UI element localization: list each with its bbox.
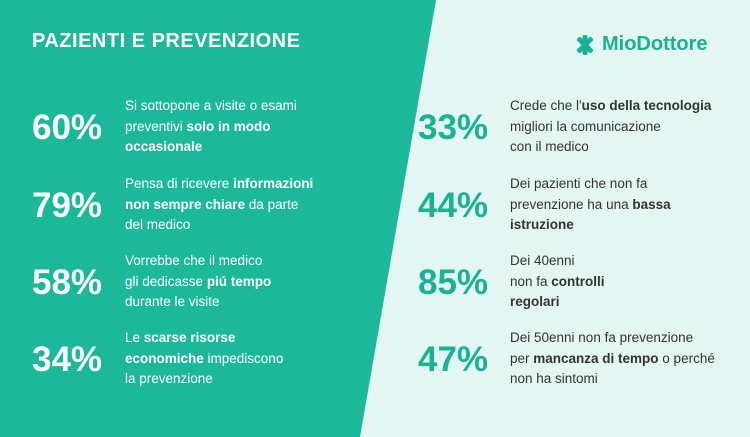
bold-text: mancanza di tempo [533,350,659,366]
text: Vorrebbe che il medico [125,253,263,268]
text: Crede che l' [510,98,582,113]
text: preventivi [125,118,187,134]
stat-value: 47% [418,340,489,379]
text: durante le visite [125,294,220,309]
bold-text: solo in modo [186,118,271,134]
bold-text: occasionale [125,139,203,154]
stat-value: 79% [32,186,103,225]
text-line: regolari [510,292,605,313]
text-line: Pensa di ricevere informazioni [125,174,313,195]
text-line: Dei 40enni [510,251,605,272]
bold-text: piú tempo [206,273,272,289]
title: PAZIENTI E PREVENZIONE [32,30,301,52]
text: del medico [125,217,191,232]
stat-description: Pensa di ricevere informazioni non sempre… [125,174,313,236]
text-line: Le scarse risorse [125,328,283,349]
text-line: non fa controlli [510,272,605,293]
text-line: la prevenzione [125,369,283,390]
bold-text: scarse risorse [143,330,236,345]
stat-value: 33% [418,108,489,147]
stat-description: Crede che l'uso della tecnologia migliori… [510,96,711,158]
stat-description: Vorrebbe che il medico gli dedicasse piú … [125,251,271,313]
text-line: Si sottopone a visite o esami [125,96,297,117]
brand-icon [576,35,594,55]
text-line: migliori la comunicazione [510,117,711,138]
text-line: prevenzione ha una bassa [510,195,671,216]
text-line: non ha sintomi [510,369,715,390]
text: da parte [245,196,299,212]
brand: MioDottore [602,33,708,55]
text: impediscono [203,350,284,366]
text-line: gli dedicasse piú tempo [125,272,271,293]
text-line: non sempre chiare da parte [125,195,313,216]
text-line: del medico [125,215,313,236]
stat-value: 58% [32,263,103,302]
teal-panel [0,0,436,437]
bold-text: economiche [125,350,204,366]
text: gli dedicasse [125,273,207,289]
text: con il medico [510,139,589,154]
stat-value: 85% [418,263,489,302]
text: o perché [658,350,715,366]
bold-text: informazioni [233,176,314,191]
bold-text: controlli [551,273,605,289]
text: prevenzione ha una [510,196,633,212]
text: per [510,350,534,366]
text: Dei pazienti che non fa [510,176,648,191]
text-line: Vorrebbe che il medico [125,251,271,272]
stat-value: 44% [418,186,489,225]
stat-description: Dei 40enni non fa controlli regolari [510,251,605,313]
text: Le [125,330,144,345]
text: Dei 40enni [510,253,575,268]
text-line: Dei 50enni non fa prevenzione [510,328,715,349]
text: migliori la comunicazione [510,118,661,134]
stat-description: Dei 50enni non fa prevenzione per mancanz… [510,328,715,390]
stat-description: Dei pazienti che non fa prevenzione ha un… [510,174,671,236]
text-line: durante le visite [125,292,271,313]
text-line: per mancanza di tempo o perché [510,349,715,370]
text: non fa [510,273,552,289]
text: non ha sintomi [510,371,598,386]
text-line: economiche impediscono [125,349,283,370]
bold-text: non sempre chiare [125,196,246,212]
text-line: Crede che l'uso della tecnologia [510,96,711,117]
text-line: preventivi solo in modo [125,117,297,138]
stat-description: Le scarse risorse economiche impediscono l… [125,328,283,390]
text: la prevenzione [125,371,213,386]
text-line: occasionale [125,137,297,158]
stat-value: 60% [32,108,103,147]
stat-value: 34% [32,340,103,379]
text-line: con il medico [510,137,711,158]
bold-text: uso della tecnologia [581,98,712,113]
text: Dei 50enni non fa prevenzione [510,330,694,345]
text-line: istruzione [510,215,671,236]
stat-description: Si sottopone a visite o esami preventivi … [125,96,297,158]
bold-text: bassa [632,196,671,212]
text: Si sottopone a visite o esami [125,98,297,113]
text: Pensa di ricevere [125,176,234,191]
bold-text: regolari [510,294,560,309]
text-line: Dei pazienti che non fa [510,174,671,195]
bold-text: istruzione [510,217,574,232]
